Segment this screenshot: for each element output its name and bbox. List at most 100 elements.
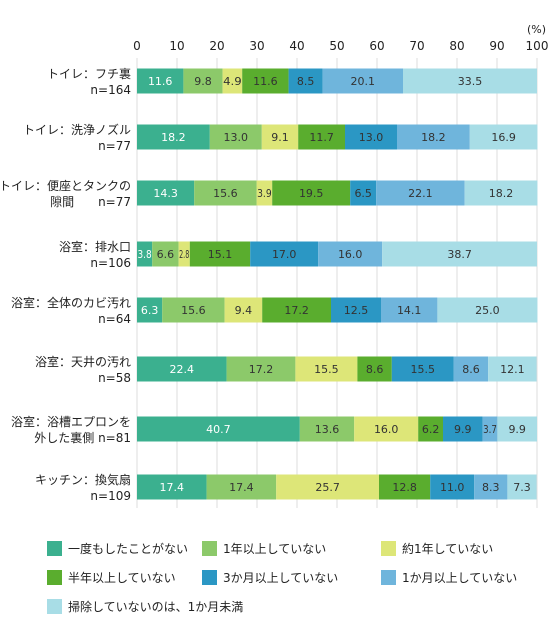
bar-segment: [194, 180, 257, 206]
bar-row: 11.6 9.8 4.9 11.6 8.5 20.1 33.5: [137, 68, 537, 94]
data-label: 20.1: [351, 75, 376, 88]
data-label: 11.7: [309, 131, 334, 144]
x-tick-label: 10: [169, 39, 184, 53]
category-label: 浴室：全体のカビ汚れ: [11, 295, 131, 310]
category-label: トイレ：便座とタンクの: [0, 178, 131, 193]
legend-item: 約1年していない: [381, 541, 493, 556]
x-tick-label: 60: [369, 39, 384, 53]
data-label: 17.0: [272, 248, 297, 261]
data-label: 18.2: [489, 187, 514, 200]
bar-segment: [403, 68, 537, 94]
bar-row: 17.4 17.4 25.7 12.8 11.0 8.3 7.3: [137, 474, 537, 500]
bar-row: 40.7 13.6 16.0 6.2 9.9 3.7 9.9: [137, 416, 537, 442]
unit-label: (%): [527, 23, 546, 36]
x-tick-label: 90: [489, 39, 504, 53]
bar-segment: [397, 124, 470, 150]
bar-segment: [242, 68, 289, 94]
category-sample-size: n=58: [98, 371, 131, 385]
bar-segment: [137, 297, 163, 323]
data-label: 9.1: [271, 131, 289, 144]
data-label: 14.1: [397, 304, 422, 317]
data-label: 6.5: [354, 187, 372, 200]
data-label: 16.0: [338, 248, 363, 261]
legend-item: 3か月以上していない: [202, 570, 338, 585]
data-label: 7.3: [513, 481, 531, 494]
bar-segment: [272, 180, 351, 206]
data-label: 11.0: [440, 481, 465, 494]
legend-swatch: [47, 570, 62, 585]
bar-segment: [137, 124, 210, 150]
category-label: 浴室：天井の汚れ: [35, 354, 131, 369]
data-label: 6.6: [157, 248, 175, 261]
bar-segment: [295, 356, 358, 382]
data-label: 25.0: [475, 304, 500, 317]
category-label: トイレ：洗浄ノズル: [23, 122, 131, 137]
data-label: 22.4: [170, 363, 195, 376]
data-label: 4.9: [223, 75, 242, 88]
bar-row: 22.4 17.2 15.5 8.6 15.5 8.6 12.1: [137, 356, 537, 382]
bar-row: 6.3 15.6 9.4 17.2 12.5 14.1 25.0: [137, 297, 538, 323]
bar-segment: [250, 241, 319, 267]
data-label: 15.6: [213, 187, 238, 200]
legend-item: 掃除していないのは、1か月未満: [47, 599, 243, 614]
category-label: トイレ：フチ裏: [47, 66, 131, 81]
bar-segment: [224, 297, 263, 323]
legend-item: 1年以上していない: [202, 541, 326, 556]
data-label: 13.0: [359, 131, 384, 144]
bar-segment: [256, 180, 273, 206]
category-sample-size: n=109: [90, 489, 131, 503]
legend-swatch: [202, 541, 217, 556]
bar-row: 14.3 15.6 3.9 19.5 6.5 22.1 18.2: [137, 180, 538, 206]
bar-segment: [391, 356, 454, 382]
bar-segment: [137, 68, 184, 94]
data-label: 13.6: [315, 423, 340, 436]
bar-segment: [178, 241, 190, 267]
bar-segment: [437, 297, 538, 323]
data-label: 11.6: [148, 75, 173, 88]
bar-segment: [183, 68, 223, 94]
data-label: 2.8: [179, 248, 189, 261]
data-label: 9.9: [454, 423, 472, 436]
bar-segment: [464, 180, 538, 206]
bar-segment: [322, 68, 403, 94]
data-label: 15.1: [208, 248, 233, 261]
bar-segment: [137, 474, 207, 500]
bar-segment: [507, 474, 537, 500]
legend-swatch: [202, 570, 217, 585]
legend-swatch: [47, 541, 62, 556]
bar-segment: [443, 416, 483, 442]
bar-segment: [162, 297, 225, 323]
bar-segment: [137, 356, 227, 382]
bar-segment: [469, 124, 538, 150]
data-label: 13.0: [224, 131, 249, 144]
data-label: 15.6: [181, 304, 206, 317]
x-tick-label: 20: [209, 39, 224, 53]
bar-segment: [474, 474, 508, 500]
data-label: 9.8: [194, 75, 212, 88]
legend-label: 3か月以上していない: [223, 571, 338, 585]
bar-segment: [497, 416, 537, 442]
data-label: 15.5: [314, 363, 339, 376]
bar-row: 3.8 6.6 2.8 15.1 17.0 16.0 38.7: [137, 241, 537, 267]
legend-label: 1年以上していない: [223, 542, 326, 556]
data-label: 18.2: [421, 131, 446, 144]
bar-segment: [354, 416, 419, 442]
bar-segment: [137, 416, 300, 442]
data-label: 14.3: [153, 187, 178, 200]
category-sample-size: n=106: [90, 256, 131, 270]
data-label: 38.7: [447, 248, 472, 261]
legend-swatch: [381, 541, 396, 556]
x-tick-label: 40: [289, 39, 304, 53]
category-sample-size: n=64: [98, 312, 131, 326]
data-label: 12.1: [500, 363, 525, 376]
x-tick-label: 70: [409, 39, 424, 53]
bar-segment: [261, 124, 299, 150]
data-label: 16.9: [491, 131, 516, 144]
data-label: 16.0: [374, 423, 399, 436]
data-label: 8.6: [366, 363, 384, 376]
category-sample-size: n=77: [98, 139, 131, 153]
data-label: 8.6: [462, 363, 480, 376]
bar-segment: [350, 180, 377, 206]
